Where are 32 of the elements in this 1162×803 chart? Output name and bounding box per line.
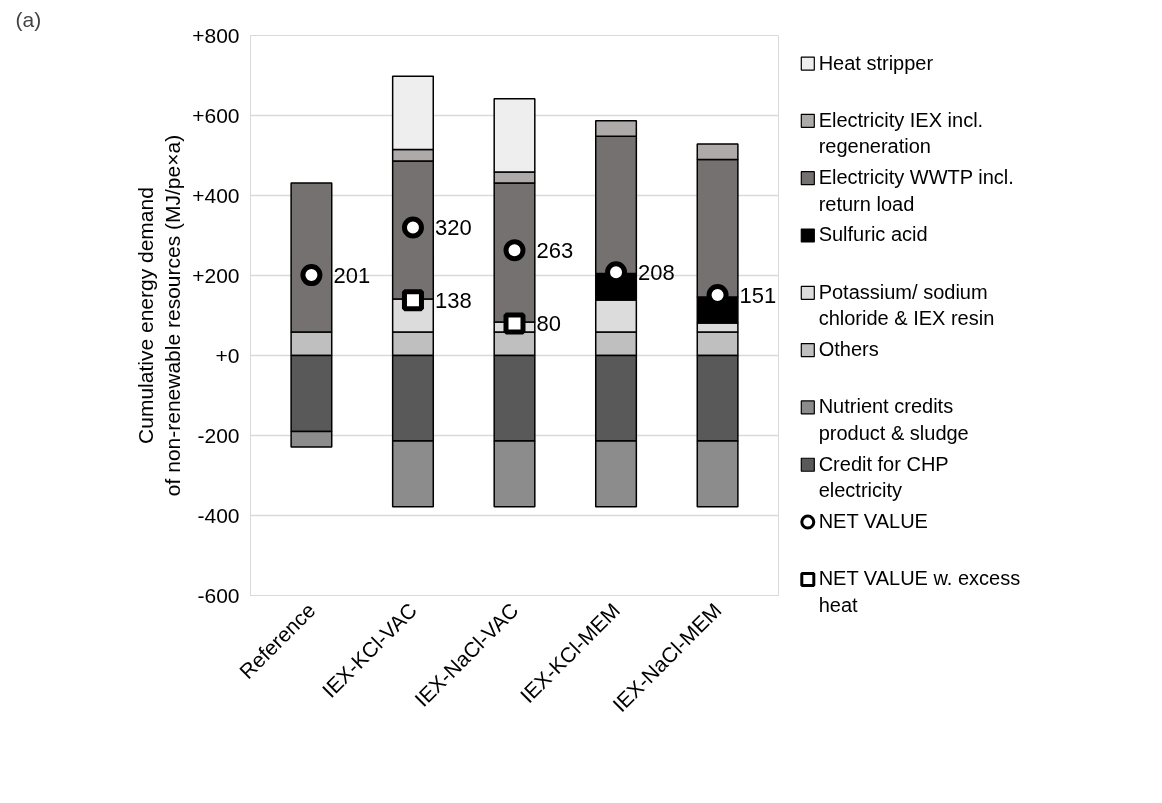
- legend-label: Nutrient credits product & sludge: [818, 395, 969, 444]
- legend-label: NET VALUE w. excess heat: [818, 567, 1021, 616]
- data-label: 151: [739, 282, 777, 308]
- y-tick-label: +400: [192, 183, 240, 207]
- point: [401, 289, 424, 312]
- y-tick-label: -200: [197, 423, 240, 447]
- y-tick-label: -400: [197, 503, 240, 527]
- point: [401, 216, 424, 239]
- legend-label: Credit for CHP electricity: [818, 452, 949, 502]
- legend-label: NET VALUE: [818, 510, 928, 533]
- data-label: 138: [434, 287, 472, 313]
- legend-label: Electricity IEX incl. regeneration: [818, 108, 984, 158]
- point: [503, 312, 526, 335]
- data-label: 263: [536, 237, 574, 263]
- data-label: 208: [638, 259, 675, 285]
- legend-label: Others: [818, 338, 879, 361]
- data-label: 320: [434, 215, 472, 240]
- legend-label: Electricity WWTP incl. return load: [818, 166, 1014, 215]
- y-axis-title: Cumulative energy demand of non-renewable resources (MJ/pe×a): [133, 134, 185, 497]
- y-tick-label: +600: [192, 103, 240, 127]
- point: [300, 264, 323, 287]
- y-tick-label: +800: [192, 23, 240, 47]
- text: (a): [15, 7, 42, 31]
- y-tick-label: +200: [192, 263, 240, 287]
- y-tick-label: +0: [215, 343, 240, 367]
- data-label: 80: [536, 311, 561, 336]
- legend-label: Heat stripper: [818, 51, 934, 74]
- point: [503, 239, 526, 262]
- legend-label: Sulfuric acid: [818, 223, 928, 246]
- y-tick-label: -600: [197, 583, 240, 607]
- legend-label: Potassium/ sodium chloride & IEX resin: [818, 280, 995, 330]
- data-label: 201: [333, 262, 371, 288]
